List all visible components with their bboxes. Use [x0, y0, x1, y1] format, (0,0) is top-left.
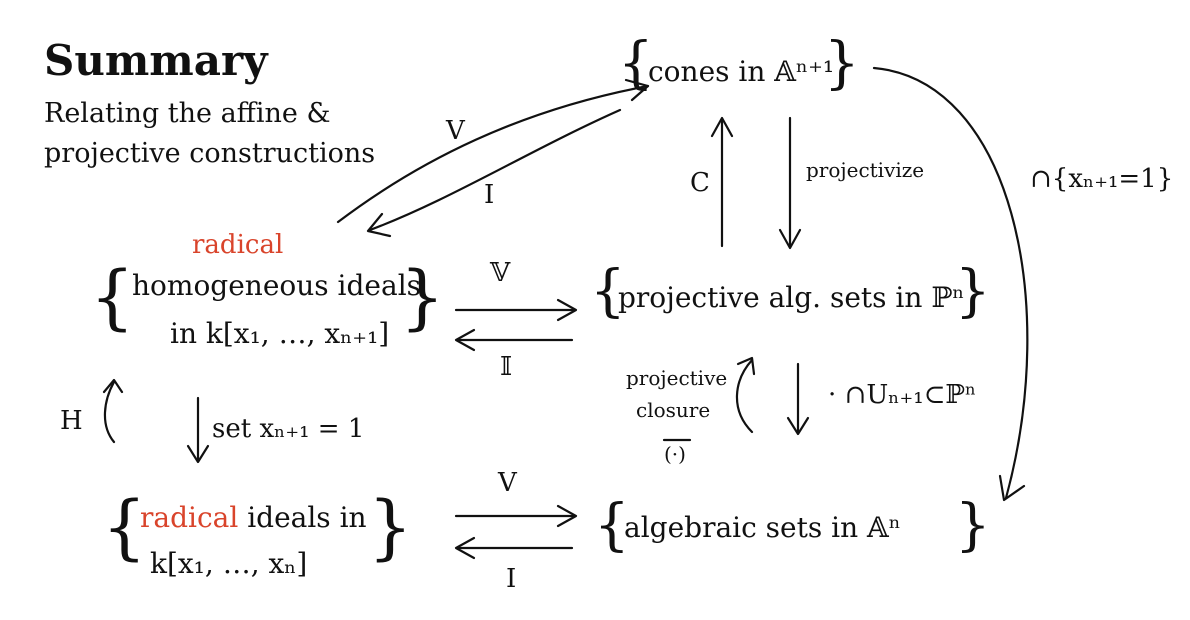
- projective-brace-left: {: [590, 259, 626, 324]
- node-radical-line-1: radical ideals in: [140, 504, 367, 532]
- homogeneous-brace-left: {: [90, 256, 135, 338]
- label-set-x: set xₙ₊₁ = 1: [212, 414, 365, 444]
- label-V-affine: V: [498, 468, 517, 498]
- node-cones: cones in 𝔸ⁿ⁺¹: [648, 55, 835, 88]
- label-closure-symbol: (·): [664, 442, 686, 466]
- arrowhead-V-projective: [556, 298, 578, 322]
- radical-brace-left: {: [102, 486, 147, 568]
- cones-brace-right: }: [824, 31, 860, 96]
- radical-red-label: radical: [140, 501, 239, 534]
- label-V-cones: V: [446, 116, 465, 146]
- projective-brace-right: }: [955, 259, 991, 324]
- node-projective: projective alg. sets in ℙⁿ: [618, 281, 965, 314]
- label-projective-closure-1: projective: [626, 366, 728, 390]
- label-C: C: [690, 168, 710, 198]
- arrowhead-intersect-curve: [998, 474, 1026, 502]
- arrow-intersect-curve: [872, 66, 1029, 500]
- node-homogeneous-line-1: homogeneous ideals: [132, 269, 422, 302]
- arrowhead-I-projective: [454, 328, 476, 352]
- arrowhead-set-x: [186, 444, 210, 464]
- label-I-cones: I: [484, 180, 495, 210]
- arrow-projective-closure: [735, 358, 754, 434]
- arrowhead-C-up: [710, 116, 734, 138]
- arrowhead-V-affine: [556, 504, 578, 528]
- algebraic-brace-right: }: [955, 493, 991, 558]
- label-projectivize: projectivize: [806, 158, 925, 182]
- arrowhead-projectivize-down: [778, 228, 802, 250]
- homogeneous-radical-label: radical: [192, 230, 284, 260]
- label-I-projective: 𝕀: [500, 352, 513, 382]
- arrowhead-H: [102, 378, 124, 394]
- radical-brace-right: }: [368, 486, 413, 568]
- arrow-I-from-cones: [368, 108, 622, 232]
- arrowhead-I-affine: [454, 536, 476, 560]
- node-homogeneous-line-2: in k[x₁, …, xₙ₊₁]: [170, 317, 390, 350]
- label-intersect-x: ∩{xₙ₊₁=1}: [1030, 164, 1174, 194]
- label-V-projective: 𝕍: [490, 258, 511, 288]
- diagram-title: Summary: [44, 36, 268, 85]
- subtitle-line-2: projective constructions: [44, 138, 376, 169]
- label-intersect-U: · ∩Uₙ₊₁⊂ℙⁿ: [828, 380, 977, 410]
- label-projective-closure-2: closure: [636, 398, 711, 422]
- arrow-V-to-cones: [336, 84, 650, 224]
- radical-line-1-rest: ideals in: [238, 501, 367, 534]
- node-radical-line-2: k[x₁, …, xₙ]: [150, 547, 308, 580]
- node-algebraic: algebraic sets in 𝔸ⁿ: [624, 511, 901, 544]
- arrowhead-intersect-U: [786, 416, 810, 436]
- label-H: H: [60, 406, 83, 436]
- arrow-H: [103, 380, 116, 444]
- subtitle-line-1: Relating the affine &: [44, 98, 331, 129]
- label-I-affine: I: [506, 564, 517, 594]
- arrowhead-projective-closure: [736, 356, 756, 376]
- algebraic-brace-left: {: [594, 493, 630, 558]
- arrowhead-I-from-cones: [366, 212, 392, 238]
- homogeneous-brace-right: }: [400, 256, 445, 338]
- arrowhead-V-to-cones: [624, 78, 650, 102]
